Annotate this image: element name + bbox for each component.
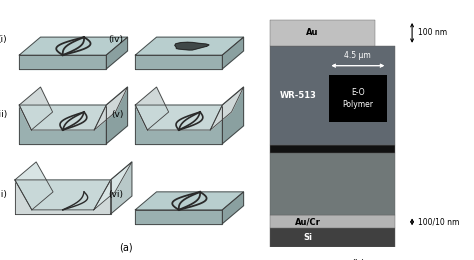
Text: 3.2 μm: 3.2 μm bbox=[419, 56, 445, 65]
Polygon shape bbox=[15, 162, 53, 210]
Bar bbox=[270, 46, 395, 145]
Polygon shape bbox=[210, 87, 244, 130]
Polygon shape bbox=[135, 87, 169, 130]
Polygon shape bbox=[147, 112, 231, 130]
Text: (ii): (ii) bbox=[0, 110, 7, 119]
Text: (vi): (vi) bbox=[108, 190, 123, 199]
Polygon shape bbox=[135, 192, 244, 210]
Bar bbox=[270, 20, 374, 46]
Text: 4.5 μm: 4.5 μm bbox=[345, 51, 371, 60]
Text: Si: Si bbox=[303, 233, 312, 242]
Polygon shape bbox=[135, 55, 222, 69]
Text: (i): (i) bbox=[0, 35, 7, 44]
Polygon shape bbox=[31, 112, 116, 130]
Bar bbox=[270, 153, 395, 215]
Bar bbox=[270, 228, 395, 247]
Text: 100/10 nm: 100/10 nm bbox=[419, 217, 460, 226]
Text: (v): (v) bbox=[111, 110, 123, 119]
Polygon shape bbox=[15, 180, 110, 214]
Polygon shape bbox=[135, 37, 244, 55]
Polygon shape bbox=[19, 105, 106, 144]
Polygon shape bbox=[135, 105, 222, 130]
Text: Au/Cr: Au/Cr bbox=[295, 217, 321, 226]
Polygon shape bbox=[175, 42, 209, 50]
Polygon shape bbox=[19, 87, 53, 130]
Text: 3.2 μm: 3.2 μm bbox=[419, 133, 445, 142]
Polygon shape bbox=[222, 192, 244, 224]
Polygon shape bbox=[32, 192, 115, 210]
Polygon shape bbox=[106, 87, 128, 144]
Polygon shape bbox=[222, 87, 244, 144]
Polygon shape bbox=[106, 37, 128, 69]
Bar bbox=[270, 215, 395, 228]
Polygon shape bbox=[222, 37, 244, 69]
Bar bbox=[270, 145, 395, 153]
Polygon shape bbox=[19, 55, 106, 69]
Text: (b): (b) bbox=[351, 259, 365, 260]
Bar bbox=[328, 75, 387, 122]
Polygon shape bbox=[19, 105, 106, 130]
Polygon shape bbox=[19, 37, 128, 55]
Polygon shape bbox=[135, 210, 222, 224]
Text: (a): (a) bbox=[119, 242, 132, 252]
Text: 2.6 μm: 2.6 μm bbox=[419, 94, 445, 103]
Polygon shape bbox=[15, 180, 110, 210]
Text: (iv): (iv) bbox=[108, 35, 123, 44]
Text: 100 nm: 100 nm bbox=[419, 28, 447, 37]
Text: (iii): (iii) bbox=[0, 190, 7, 199]
Polygon shape bbox=[135, 105, 222, 144]
Polygon shape bbox=[94, 162, 132, 210]
Text: E-O
Polymer: E-O Polymer bbox=[342, 88, 374, 109]
Text: WR-513: WR-513 bbox=[279, 91, 316, 100]
Polygon shape bbox=[94, 87, 128, 130]
Text: Au: Au bbox=[306, 28, 318, 37]
Polygon shape bbox=[110, 162, 132, 214]
